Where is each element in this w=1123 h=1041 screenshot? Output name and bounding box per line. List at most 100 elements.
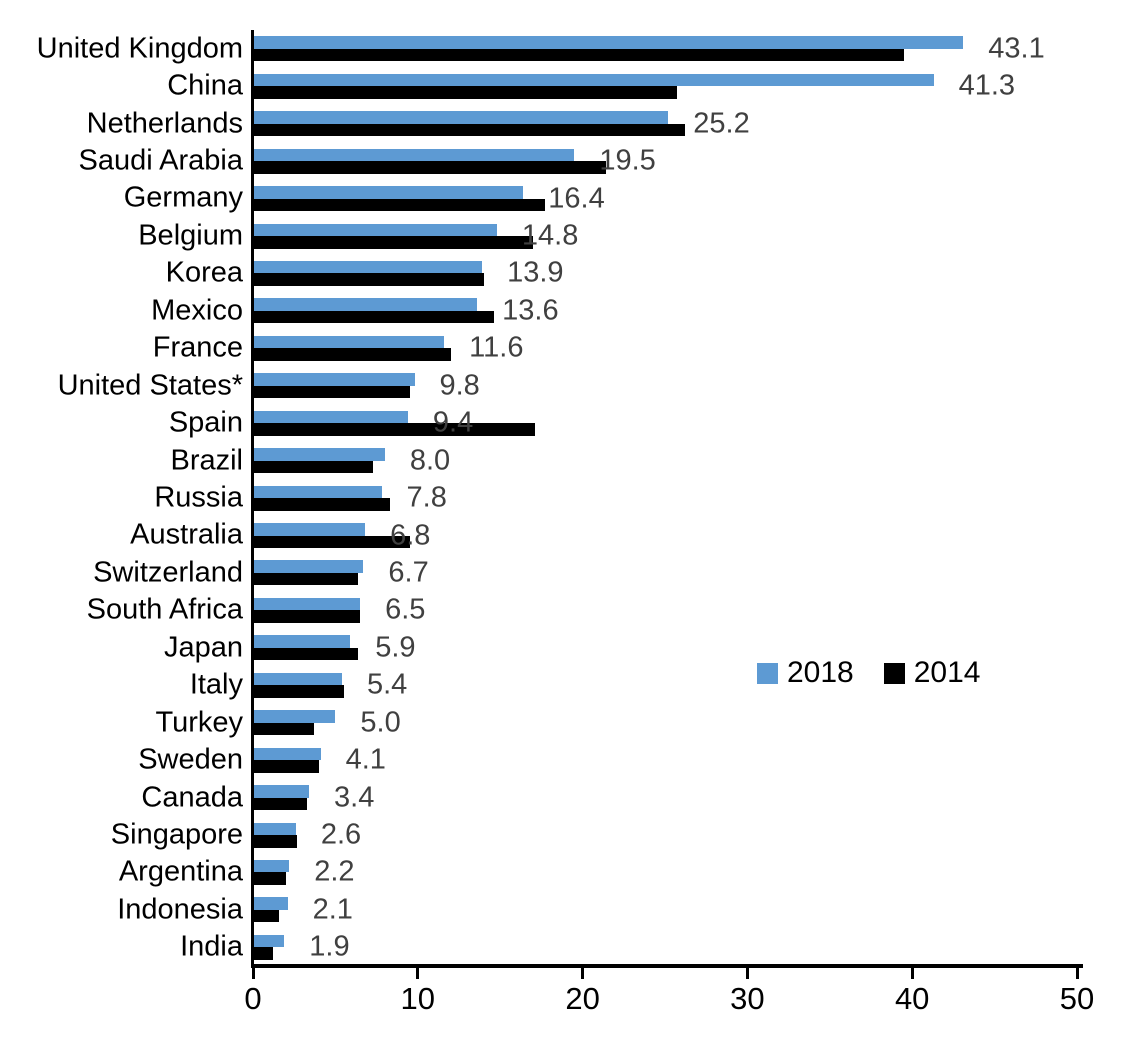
legend-item-2014: 2014 — [883, 656, 981, 689]
bar-2018 — [253, 148, 575, 162]
bar-2014 — [253, 835, 298, 848]
category-label: Canada — [141, 781, 243, 814]
value-label: 5.4 — [366, 668, 408, 701]
bar-2014 — [253, 872, 286, 885]
category-label: Korea — [165, 256, 243, 289]
category-label: Netherlands — [86, 107, 243, 140]
bar-2014 — [253, 161, 606, 174]
value-label: 43.1 — [988, 32, 1045, 65]
bar-2018 — [253, 597, 361, 611]
bar-2018 — [253, 747, 321, 761]
legend-swatch-2014 — [883, 662, 905, 684]
bar-2018 — [253, 298, 478, 311]
bar-2018 — [253, 223, 497, 236]
value-label: 6.7 — [388, 556, 429, 589]
category-label: Japan — [163, 631, 243, 664]
bar-2014 — [253, 123, 685, 137]
x-axis-tick-label: 0 — [244, 981, 262, 1016]
bar-2018 — [253, 523, 366, 536]
value-label: 5.9 — [375, 631, 416, 664]
x-axis-tick — [581, 966, 585, 979]
value-label: 9.8 — [439, 369, 480, 402]
category-label: United States* — [57, 369, 243, 402]
bar-2014 — [253, 535, 410, 549]
bar-2014 — [253, 909, 280, 923]
bar-2018 — [253, 335, 445, 349]
x-axis-tick-label: 50 — [1059, 981, 1095, 1016]
x-axis-tick-label: 30 — [730, 981, 765, 1016]
x-axis-tick-label: 10 — [400, 981, 436, 1016]
bar-2014 — [253, 86, 677, 99]
value-label: 13.9 — [507, 256, 564, 289]
bar-2018 — [253, 111, 669, 124]
x-axis-tick — [745, 966, 749, 979]
legend: 2018 2014 — [757, 658, 981, 688]
value-label: 6.5 — [385, 593, 426, 626]
category-label: Italy — [189, 668, 243, 701]
bar-2018 — [253, 73, 934, 87]
category-label: Argentina — [118, 855, 243, 888]
bar-2014 — [253, 460, 374, 474]
bar-2018 — [253, 448, 385, 461]
bar-2014 — [253, 198, 545, 212]
category-label: Mexico — [151, 294, 243, 327]
x-axis-tick — [910, 966, 914, 979]
x-axis-tick — [416, 966, 420, 979]
value-label: 9.4 — [432, 406, 474, 439]
bar-2018 — [253, 859, 290, 873]
value-label: 8.0 — [409, 444, 451, 477]
category-label: Australia — [130, 518, 243, 551]
y-axis-line — [251, 30, 254, 968]
category-label: Russia — [154, 481, 243, 514]
category-label: China — [167, 69, 243, 102]
bar-2014 — [253, 273, 484, 286]
value-label: 14.8 — [521, 219, 579, 252]
category-label: South Africa — [86, 593, 243, 626]
bar-2014 — [253, 310, 494, 324]
category-label: Turkey — [155, 706, 243, 739]
value-label: 5.0 — [360, 706, 401, 739]
x-axis-tick — [251, 966, 255, 979]
value-label: 2.6 — [320, 818, 362, 851]
category-label: Spain — [168, 406, 243, 439]
x-axis-tick-label: 40 — [894, 981, 930, 1016]
bar-2014 — [253, 722, 314, 736]
bar-2018 — [253, 260, 483, 274]
category-label: Sweden — [138, 743, 243, 776]
category-label: Saudi Arabia — [78, 144, 243, 177]
bar-2018 — [253, 186, 524, 199]
bar-2014 — [253, 385, 410, 399]
value-label: 2.2 — [314, 855, 355, 888]
bar-2018 — [253, 710, 336, 723]
legend-swatch-2018 — [757, 662, 778, 684]
category-label: Belgium — [138, 219, 243, 252]
bar-2014 — [253, 348, 451, 361]
bar-2018 — [253, 822, 296, 836]
bar-2014 — [253, 797, 308, 811]
value-label: 6.8 — [390, 519, 431, 552]
category-label: United Kingdom — [36, 32, 243, 65]
bar-2018 — [253, 635, 351, 648]
bar-2018 — [253, 934, 285, 948]
value-label: 11.6 — [469, 331, 524, 364]
bar-2014 — [253, 947, 273, 960]
legend-label: 2014 — [913, 656, 981, 689]
bar-2014 — [253, 610, 361, 623]
bar-2018 — [253, 36, 964, 49]
x-axis-tick — [1075, 966, 1079, 979]
bar-2014 — [253, 647, 359, 661]
bar-2018 — [253, 672, 342, 686]
bar-2014 — [253, 685, 344, 698]
legend-item-2018: 2018 — [757, 658, 854, 688]
category-label: France — [152, 331, 243, 364]
x-axis-line — [251, 964, 1083, 968]
bar-2014 — [253, 236, 534, 249]
value-label: 4.1 — [345, 743, 386, 776]
bar-2014 — [253, 498, 390, 511]
legend-label: 2018 — [787, 656, 854, 689]
bar-2014 — [253, 760, 319, 773]
value-label: 16.4 — [548, 182, 605, 215]
bar-2018 — [253, 785, 310, 798]
value-label: 19.5 — [599, 144, 656, 177]
